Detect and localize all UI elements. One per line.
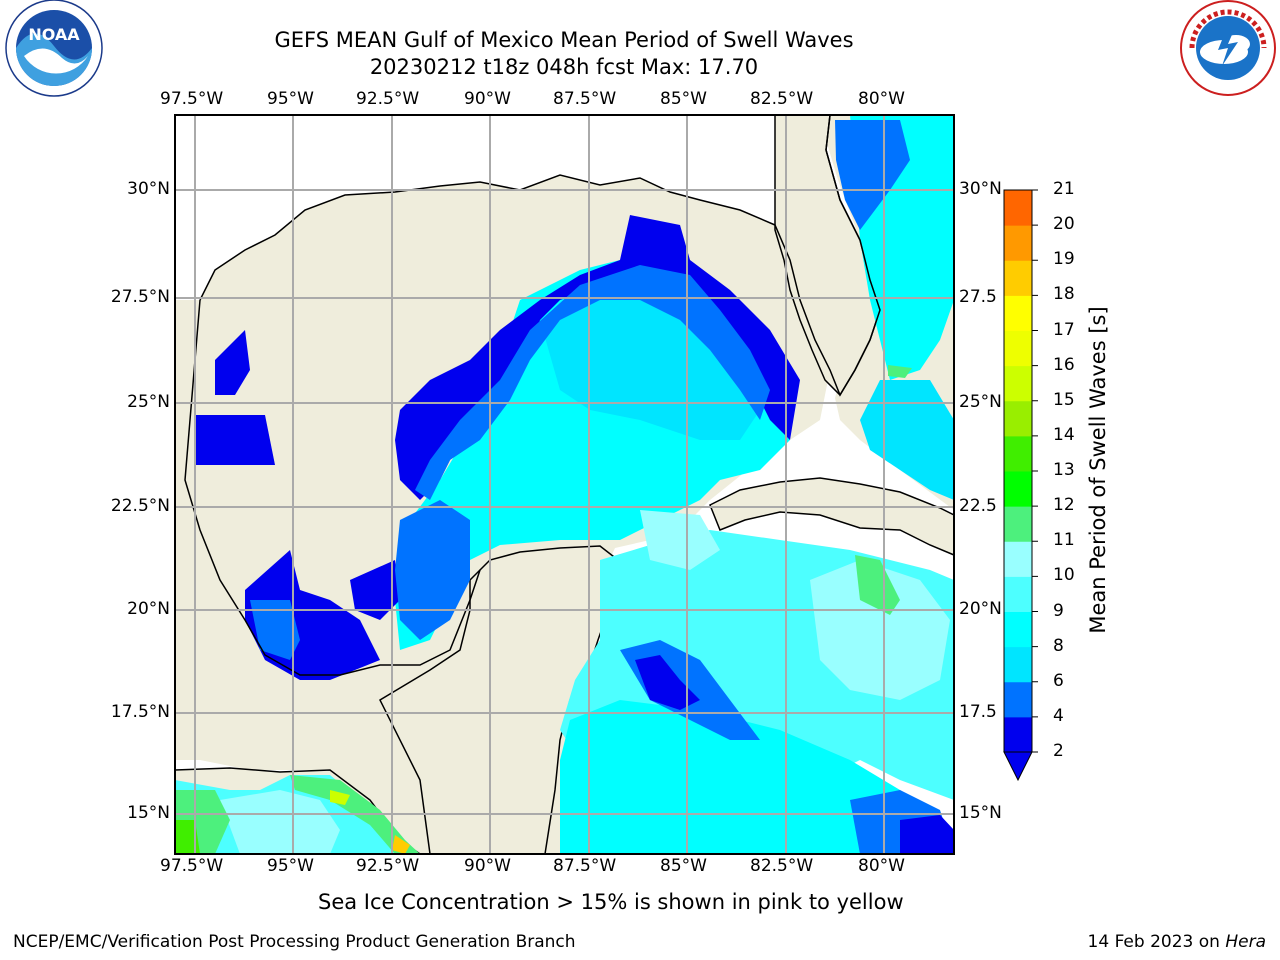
lat-label-left: 27.5°N: [110, 287, 170, 307]
lat-label-right: 30°N: [959, 179, 1002, 199]
colorbar-tick-label: 13: [1053, 460, 1075, 480]
chart-subtitle: 20230212 t18z 048h fcst Max: 17.70: [369, 55, 759, 79]
colorbar-segment: [1004, 681, 1032, 718]
colorbar-tick-label: 19: [1053, 249, 1075, 270]
lon-label-bottom: 80°W: [858, 856, 905, 876]
lat-label-left: 22.5°N: [110, 496, 170, 516]
colorbar-segment: [1004, 576, 1032, 612]
lon-label-bottom: 95°W: [267, 856, 314, 876]
svg-text:NOAA: NOAA: [28, 25, 80, 44]
colorbar-segment: [1004, 506, 1032, 542]
colorbar-tick-label: 2: [1053, 741, 1064, 761]
colorbar-segment: [1004, 471, 1032, 507]
colorbar-tick-label: 8: [1053, 635, 1064, 656]
lon-label-top: 82.5°W: [750, 89, 814, 109]
cuba: [709, 477, 954, 556]
lat-label-left: 20°N: [127, 599, 170, 619]
lat-label-right: 22.5: [959, 496, 997, 516]
colorbar-tick-label: 20: [1053, 214, 1075, 235]
lon-label-top: 90°W: [464, 89, 511, 109]
lat-label-left: 17.5°N: [110, 702, 170, 722]
colorbar-segment: [1004, 260, 1032, 296]
lat-label-left: 30°N: [127, 179, 170, 199]
colorbar-segment: [1004, 400, 1032, 437]
colorbar-tick-label: 9: [1053, 600, 1064, 621]
lat-label-right: 20°N: [959, 599, 1002, 619]
colorbar-tick-label: 15: [1053, 389, 1075, 410]
lon-label-bottom: 82.5°W: [750, 856, 814, 876]
colorbar-tick-label: 17: [1053, 319, 1075, 340]
colorbar-segment: [1004, 611, 1032, 648]
lat-label-left: 15°N: [127, 803, 170, 823]
colorbar-tick-label: 11: [1053, 530, 1075, 551]
nws-logo: [1180, 0, 1276, 96]
sea-ice-caption: Sea Ice Concentration > 15% is shown in …: [318, 890, 904, 914]
colorbar-tick-label: 4: [1053, 705, 1064, 726]
colorbar: [1004, 189, 1038, 753]
footer-date-text: 14 Feb 2023 on: [1087, 932, 1226, 952]
swell-field: [175, 115, 954, 854]
lat-label-right: 17.5: [959, 702, 997, 722]
colorbar-segment: [1004, 295, 1032, 331]
lon-label-bottom: 90°W: [464, 856, 511, 876]
colorbar-tick-label: 10: [1053, 565, 1075, 586]
lon-label-top: 92.5°W: [356, 89, 420, 109]
colorbar-tick-label: 18: [1053, 284, 1075, 305]
colorbar-extend-arrow: [1003, 751, 1033, 782]
colorbar-segment: [1004, 365, 1032, 402]
lon-label-top: 87.5°W: [553, 89, 617, 109]
footer-date: 14 Feb 2023 on Hera: [1088, 932, 1266, 952]
colorbar-segment: [1004, 190, 1032, 226]
lon-label-bottom: 87.5°W: [553, 856, 617, 876]
colorbar-tick-label: 21: [1053, 179, 1075, 199]
noaa-logo: NOAA: [5, 0, 103, 97]
colorbar-title: Mean Period of Swell Waves [s]: [1086, 306, 1110, 634]
footer-host: Hera: [1225, 932, 1266, 952]
colorbar-segment: [1004, 716, 1032, 753]
us-gulf-coastline: [199, 115, 881, 397]
lat-label-right: 15°N: [959, 803, 1002, 823]
colorbar-tick-label: 12: [1053, 495, 1075, 516]
lat-label-right: 27.5: [959, 287, 997, 307]
mexico-coastline: [184, 299, 481, 676]
lat-label-left: 25°N: [127, 392, 170, 412]
lon-label-top: 85°W: [660, 89, 707, 109]
chart-title: GEFS MEAN Gulf of Mexico Mean Period of …: [274, 28, 854, 52]
map-frame: [174, 114, 955, 855]
colorbar-tick-label: 16: [1053, 354, 1075, 375]
colorbar-tick-label: 6: [1053, 670, 1064, 691]
colorbar-segment: [1004, 225, 1032, 261]
lon-label-bottom: 97.5°W: [160, 856, 224, 876]
colorbar-tick-label: 14: [1053, 424, 1075, 445]
graticule: [175, 115, 954, 854]
colorbar-segment: [1004, 541, 1032, 577]
colorbar-segment: [1004, 646, 1032, 683]
lat-label-right: 25°N: [959, 392, 1002, 412]
lon-label-top: 97.5°W: [160, 89, 224, 109]
footer-credit: NCEP/EMC/Verification Post Processing Pr…: [13, 932, 576, 952]
lon-label-top: 95°W: [267, 89, 314, 109]
lon-label-bottom: 92.5°W: [356, 856, 420, 876]
lon-label-bottom: 85°W: [660, 856, 707, 876]
colorbar-segment: [1004, 330, 1032, 367]
colorbar-segment: [1004, 435, 1032, 472]
lon-label-top: 80°W: [858, 89, 905, 109]
